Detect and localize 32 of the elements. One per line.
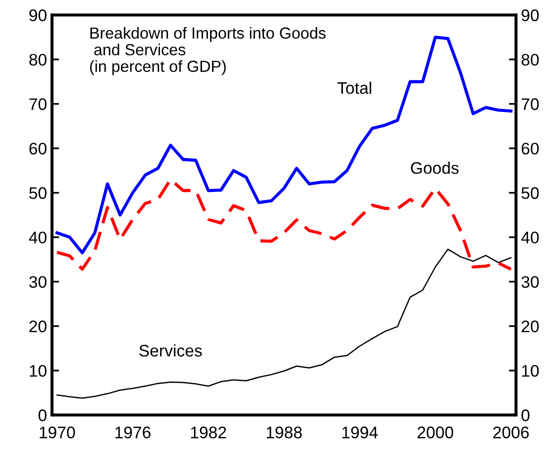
y2-tick-label: 10 (522, 364, 539, 377)
series-label: Total (337, 82, 372, 94)
line-series (56, 248, 512, 399)
y2-tick-label: 30 (521, 276, 539, 288)
x-tick-label: 2000 (418, 426, 454, 438)
series-label: Goods (410, 162, 459, 174)
y2-tick-label: 0 (522, 409, 530, 422)
series-label: Services (139, 344, 202, 357)
y2-tick-label: 90 (522, 9, 539, 22)
y2-tick-label: 50 (522, 187, 539, 199)
y-tick-label: 70 (29, 98, 46, 110)
y-tick-label: 20 (29, 320, 46, 332)
y-tick-label: 50 (29, 187, 46, 199)
x-tick-label: 1982 (191, 426, 226, 438)
x-tick-label: 1988 (266, 426, 302, 438)
y-tick-label: 90 (29, 9, 46, 22)
y-tick-label: 60 (29, 142, 46, 155)
y2-tick-label: 40 (521, 232, 539, 244)
x-tick-label: 2006 (493, 426, 529, 438)
y2-tick-label: 60 (522, 142, 539, 155)
y-tick-label: 0 (38, 409, 46, 422)
y2-tick-label: 70 (522, 98, 539, 110)
y-tick-label: 30 (29, 276, 46, 288)
x-tick-label: 1994 (342, 426, 378, 438)
y-tick-label: 40 (28, 232, 46, 244)
y2-tick-label: 80 (522, 54, 539, 66)
x-tick-label: 1970 (40, 426, 75, 438)
text: Breakdown of Imports into Goods and Services (in percent of GDP) (90, 27, 326, 76)
x-tick-label: 1976 (115, 426, 151, 438)
y2-tick-label: 20 (522, 320, 539, 332)
y-tick-label: 80 (29, 54, 46, 66)
y-tick-label: 10 (30, 364, 46, 377)
